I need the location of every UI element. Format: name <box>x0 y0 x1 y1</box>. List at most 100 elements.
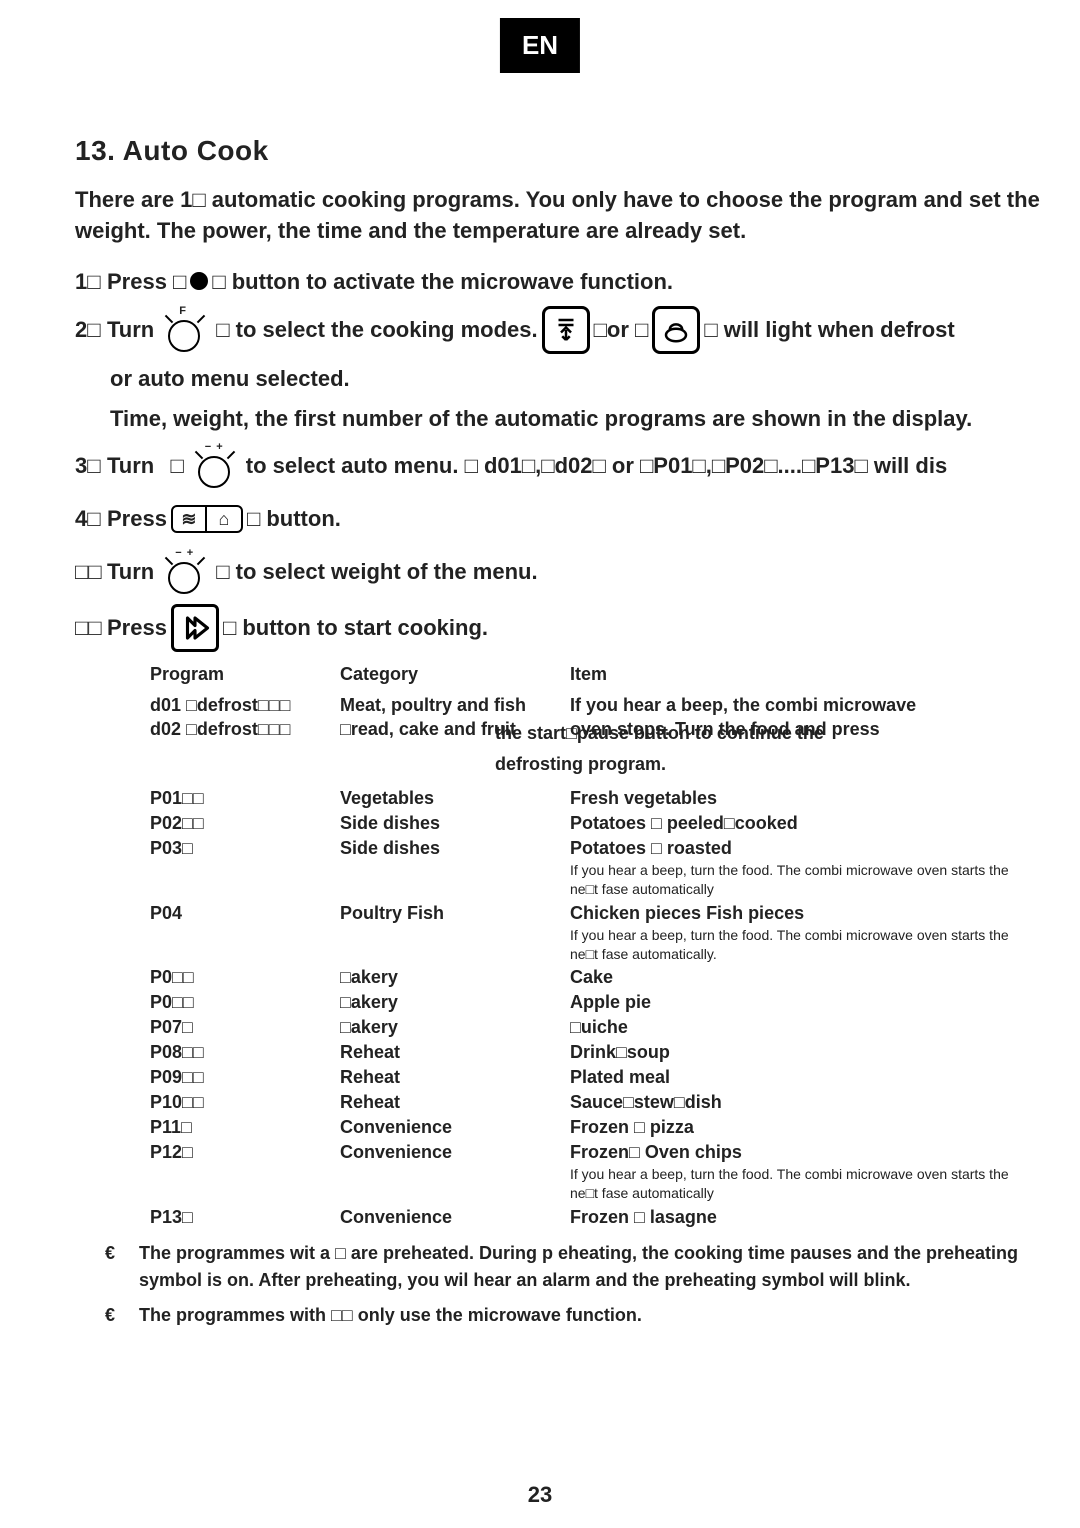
cell-program: P11□ <box>150 1117 340 1138</box>
cell-program: P0□□ <box>150 992 340 1013</box>
note-text: The programmes wit a □ are preheated. Du… <box>139 1240 1065 1294</box>
program-rows: P01□□VegetablesFresh vegetables P02□□Side… <box>150 788 1065 1228</box>
footer-note-1: € The programmes wit a □ are preheated. … <box>105 1240 1065 1294</box>
cell-item: Sauce□stew□dish <box>570 1092 1040 1113</box>
start-button-icon <box>171 604 219 652</box>
cell-category: Convenience <box>340 1142 570 1163</box>
cell-program: P02□□ <box>150 813 340 834</box>
step-1: 1□ Press □ □ button to activate the micr… <box>75 267 1065 297</box>
table-header: Program Category Item <box>150 664 1065 685</box>
step-2-extra2: Time, weight, the first number of the au… <box>110 404 1065 434</box>
table-row: P12□ConvenienceFrozen□ Oven chipsIf you … <box>150 1142 1065 1203</box>
step-text: □ button. <box>247 504 341 534</box>
section-title: 13. Auto Cook <box>75 135 1065 167</box>
step-text: Turn <box>107 315 154 345</box>
cell-item: Frozen□ Oven chipsIf you hear a beep, tu… <box>570 1142 1040 1203</box>
cell-category: Poultry Fish <box>340 903 570 924</box>
bullet-icon: € <box>105 1302 121 1329</box>
program-table: Program Category Item <box>150 664 1065 685</box>
step-text: □ to select the cooking modes. <box>216 315 537 345</box>
cell-category: Reheat <box>340 1067 570 1088</box>
cell-item: If you hear a beep, the combi microwave <box>570 693 1065 717</box>
step-text: □ button to activate the microwave funct… <box>212 267 673 297</box>
intro-text: There are 1□ automatic cooking programs.… <box>75 185 1065 247</box>
cell-category: □akery <box>340 967 570 988</box>
power-dot-icon <box>190 272 208 290</box>
cell-item: Drink□soup <box>570 1042 1040 1063</box>
header-category: Category <box>340 664 570 685</box>
table-row: P01□□VegetablesFresh vegetables <box>150 788 1065 809</box>
table-row: P11□ConvenienceFrozen □ pizza <box>150 1117 1065 1138</box>
table-row: P0□□□akeryCake <box>150 967 1065 988</box>
step-number: 2□ <box>75 315 103 345</box>
cell-program: P13□ <box>150 1207 340 1228</box>
step-text: □or □ <box>594 315 649 345</box>
page-content: 13. Auto Cook There are 1□ automatic coo… <box>75 135 1065 1337</box>
step-number: □□ <box>75 557 103 587</box>
cell-program: P07□ <box>150 1017 340 1038</box>
function-dial-icon: F <box>158 308 212 352</box>
cell-program: d01 □defrost□□□ <box>150 693 340 717</box>
table-row: P09□□ReheatPlated meal <box>150 1067 1065 1088</box>
step-number: □□ <box>75 613 103 643</box>
cell-category: Reheat <box>340 1092 570 1113</box>
cell-program: P0□□ <box>150 967 340 988</box>
cell-item: Cake <box>570 967 1040 988</box>
note-text: The programmes with □□ only use the micr… <box>139 1302 642 1329</box>
step-text: □ <box>158 451 184 481</box>
defrost-mode-icon <box>542 306 590 354</box>
step-number: 3□ <box>75 451 103 481</box>
defrost-note-line: defrosting program. <box>495 752 1065 776</box>
cell-category: Meat, poultry and fish <box>340 693 570 717</box>
step-text: □ will light when defrost <box>704 315 954 345</box>
step-number: 4□ <box>75 504 103 534</box>
table-row: P03□Side dishesPotatoes □ roastedIf you … <box>150 838 1065 899</box>
bullet-icon: € <box>105 1240 121 1294</box>
step-text: □ button to start cooking. <box>223 613 488 643</box>
cell-program: P09□□ <box>150 1067 340 1088</box>
cell-program: d02 □defrost□□□ <box>150 717 340 741</box>
step-6: □□ Press □ button to start cooking. <box>75 604 1065 652</box>
cell-category: Side dishes <box>340 813 570 834</box>
footer-notes: € The programmes wit a □ are preheated. … <box>105 1240 1065 1329</box>
cell-item: □uiche <box>570 1017 1040 1038</box>
cell-category: □akery <box>340 1017 570 1038</box>
cell-program: P03□ <box>150 838 340 859</box>
cell-program: P01□□ <box>150 788 340 809</box>
cell-item: Plated meal <box>570 1067 1040 1088</box>
step-text: Press <box>107 504 167 534</box>
table-row: P10□□ReheatSauce□stew□dish <box>150 1092 1065 1113</box>
cell-category: Convenience <box>340 1207 570 1228</box>
step-text: to select auto menu. □ d01□,□d02□ or □P0… <box>246 451 947 481</box>
step-4: 4□ Press ≋⌂ □ button. <box>75 498 1065 540</box>
step-text: Press □ <box>107 267 186 297</box>
table-row: P13□ConvenienceFrozen □ lasagne <box>150 1207 1065 1228</box>
cell-item: Fresh vegetables <box>570 788 1040 809</box>
table-row: P08□□ReheatDrink□soup <box>150 1042 1065 1063</box>
step-text: □ to select weight of the menu. <box>216 557 537 587</box>
cell-item: Potatoes □ roastedIf you hear a beep, tu… <box>570 838 1040 899</box>
cell-item: Potatoes □ peeled□cooked <box>570 813 1040 834</box>
step-2: 2□ Turn F □ to select the cooking modes.… <box>75 306 1065 354</box>
step-text: Press <box>107 613 167 643</box>
cell-program: P10□□ <box>150 1092 340 1113</box>
header-program: Program <box>150 664 340 685</box>
step-5: □□ Turn − + □ to select weight of the me… <box>75 550 1065 594</box>
step-text: Turn <box>107 557 154 587</box>
table-row: P04Poultry FishChicken pieces Fish piece… <box>150 903 1065 964</box>
page-number: 23 <box>528 1482 552 1508</box>
table-row: P02□□Side dishesPotatoes □ peeled□cooked <box>150 813 1065 834</box>
table-row: P0□□□akeryApple pie <box>150 992 1065 1013</box>
step-text: Turn <box>107 451 154 481</box>
cell-program: P12□ <box>150 1142 340 1163</box>
cell-item: Chicken pieces Fish piecesIf you hear a … <box>570 903 1040 964</box>
step-number: 1□ <box>75 267 103 297</box>
cell-category: Side dishes <box>340 838 570 859</box>
adjust-dial-icon: − + <box>158 550 212 594</box>
automenu-mode-icon <box>652 306 700 354</box>
cell-category: □akery <box>340 992 570 1013</box>
cell-item: Apple pie <box>570 992 1040 1013</box>
cell-category: Vegetables <box>340 788 570 809</box>
confirm-button-icon: ≋⌂ <box>171 498 243 540</box>
footer-note-2: € The programmes with □□ only use the mi… <box>105 1302 1065 1329</box>
